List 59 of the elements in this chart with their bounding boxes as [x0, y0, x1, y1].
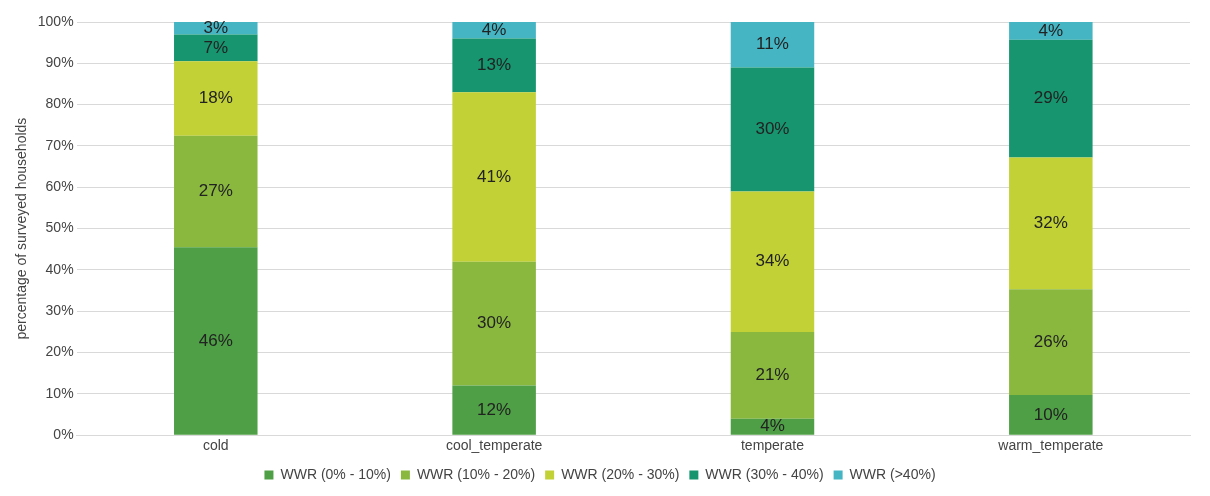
bar — [1009, 289, 1093, 396]
data-label: 34% — [755, 251, 790, 271]
bar — [1009, 157, 1093, 290]
y-tick-label: 30% — [45, 302, 74, 319]
bar — [452, 38, 536, 93]
bar — [1009, 22, 1093, 40]
data-label: 46% — [198, 330, 233, 350]
bar — [452, 92, 536, 262]
data-label: 26% — [1033, 331, 1068, 351]
legend-label: WWR (10% - 20%) — [416, 465, 536, 482]
bar — [730, 331, 815, 419]
y-tick-label: 20% — [45, 343, 74, 360]
data-label: 4% — [1038, 20, 1064, 40]
data-label: 27% — [198, 181, 233, 201]
data-label: 30% — [755, 119, 790, 139]
data-label: 13% — [477, 55, 512, 75]
data-label: 4% — [481, 19, 507, 39]
data-label: 32% — [1033, 213, 1068, 233]
bar — [174, 61, 258, 136]
y-tick-label: 0% — [53, 426, 74, 443]
data-label: 7% — [203, 37, 229, 57]
bar — [174, 247, 258, 435]
bar — [730, 191, 815, 332]
x-tick-label: cold — [202, 437, 229, 454]
data-label: 4% — [760, 416, 785, 436]
bar — [730, 22, 815, 68]
data-label: 11% — [756, 34, 789, 54]
y-tick-label: 40% — [45, 260, 74, 277]
data-label: 29% — [1033, 88, 1068, 108]
y-tick-label: 70% — [45, 136, 74, 153]
bar — [730, 67, 815, 192]
y-tick-label: 100% — [37, 12, 74, 29]
y-tick-label: 90% — [45, 54, 74, 71]
y-tick-label: 10% — [45, 384, 74, 401]
bar — [1009, 395, 1093, 435]
data-label: 41% — [477, 166, 512, 186]
bar — [452, 261, 536, 386]
legend-label: WWR (20% - 30%) — [561, 465, 680, 482]
y-tick-label: 50% — [45, 219, 74, 236]
legend-label: WWR (0% - 10%) — [280, 465, 391, 482]
data-label: 12% — [477, 399, 512, 419]
data-label: 21% — [755, 364, 790, 384]
data-label: 30% — [477, 313, 512, 333]
bar — [174, 34, 258, 62]
legend-label: WWR (>40%) — [849, 465, 936, 482]
data-label: 18% — [198, 88, 233, 108]
data-label: 10% — [1033, 404, 1068, 424]
x-tick-label: warm_temperate — [997, 437, 1104, 454]
y-tick-label: 60% — [45, 178, 74, 195]
bar — [452, 385, 536, 435]
bar — [452, 22, 536, 39]
y-axis-title: percentage of surveyed households — [13, 117, 30, 340]
legend-label: WWR (30% - 40%) — [705, 465, 824, 482]
x-tick-label: temperate — [740, 437, 805, 454]
data-label: 3% — [203, 17, 229, 37]
y-tick-label: 80% — [45, 95, 74, 112]
bar — [1009, 39, 1093, 158]
x-tick-label: cool_temperate — [445, 437, 543, 454]
bar — [174, 135, 258, 248]
